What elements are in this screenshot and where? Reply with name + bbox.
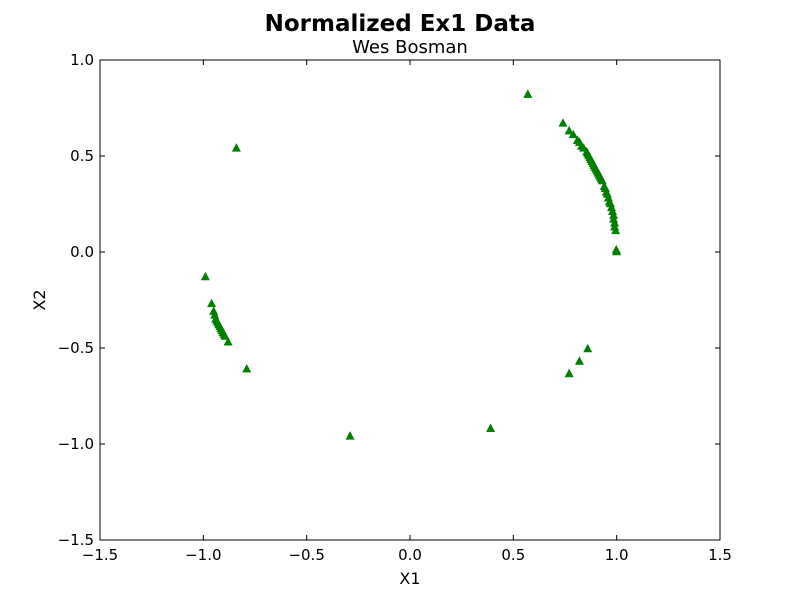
x-tick-label: 1.0	[605, 546, 629, 564]
data-point	[612, 246, 622, 256]
plot-area	[100, 60, 720, 540]
data-point	[583, 343, 593, 353]
x-tick-label: −1.5	[82, 546, 118, 564]
data-point	[564, 125, 574, 135]
chart-subtitle: Wes Bosman	[352, 37, 468, 58]
data-point	[231, 143, 241, 152]
data-point	[345, 431, 355, 440]
x-tick-labels: −1.5 −1.0 −0.5 0.0 0.5 1.0 1.5	[82, 546, 732, 564]
y-tick-labels: −1.5 −1.0 −0.5 0.0 0.5 1.0	[58, 51, 94, 549]
x-tick-label: −1.0	[185, 546, 221, 564]
x-tick-label: −0.5	[288, 546, 324, 564]
y-axis-label: X2	[30, 289, 49, 310]
data-point	[486, 423, 496, 432]
data-point	[611, 225, 621, 235]
chart-title: Normalized Ex1 Data	[265, 11, 536, 37]
data-point	[220, 331, 230, 340]
data-point	[207, 298, 217, 308]
data-point	[568, 129, 578, 139]
data-points	[200, 89, 622, 440]
y-tick-label: −0.5	[58, 339, 94, 357]
y-tick-label: 0.5	[70, 147, 94, 165]
y-tick-label: −1.0	[58, 435, 94, 453]
data-point	[558, 118, 568, 127]
x-tick-label: 0.0	[398, 546, 422, 564]
data-point	[523, 89, 533, 98]
x-tick-label: 0.5	[501, 546, 525, 564]
y-tick-label: −1.5	[58, 531, 94, 549]
data-point	[242, 363, 252, 373]
plot-frame	[99, 59, 721, 541]
y-tick-label: 1.0	[70, 51, 94, 69]
data-point	[564, 368, 574, 378]
y-tick-label: 0.0	[70, 243, 94, 261]
x-tick-label: 1.5	[708, 546, 732, 564]
data-point	[574, 356, 584, 365]
x-axis-label: X1	[399, 569, 420, 588]
data-point	[200, 271, 210, 281]
data-point	[223, 337, 233, 346]
